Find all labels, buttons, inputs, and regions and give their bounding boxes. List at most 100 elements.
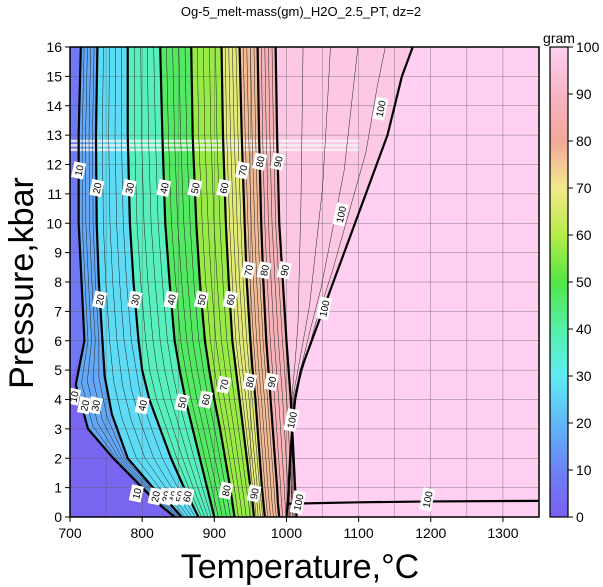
contour-label: 10	[71, 161, 87, 180]
y-tick-label: 10	[46, 215, 62, 231]
contour-label-text: 100	[422, 490, 436, 509]
contour-label-text: 10	[69, 390, 82, 404]
x-tick-label: 1300	[487, 525, 518, 541]
band-low-pressure	[70, 340, 175, 517]
contour-label-box	[156, 178, 172, 198]
colorbar-tick-label: 60	[576, 227, 592, 243]
y-tick-label: 8	[54, 274, 62, 290]
contour-label-box	[70, 387, 82, 406]
contour-label-box	[270, 152, 286, 171]
y-tick-label: 11	[47, 186, 62, 202]
contour-label: 40	[134, 396, 150, 415]
interpolation-band	[70, 139, 359, 152]
contour-90	[274, 47, 298, 517]
contour-label: 100	[419, 487, 436, 512]
colorbar-tick-label: 0	[576, 509, 584, 525]
contour-label-text: 80	[259, 264, 272, 278]
contour-label: 90	[246, 484, 262, 503]
contour-label: 80	[242, 372, 258, 391]
contour-label-box	[234, 161, 250, 180]
contour-label-text: 80	[221, 484, 234, 498]
contour-label: 80	[218, 481, 234, 500]
contour-label-text: 40	[166, 293, 179, 307]
contour-label-text: 20	[92, 181, 105, 195]
contour-label-box	[174, 393, 190, 412]
contour-label-text: 20	[95, 293, 108, 307]
x-tick-label: 900	[203, 525, 227, 541]
colorbar-tick-label: 20	[576, 415, 592, 431]
contour-label-box	[179, 487, 195, 506]
colorbar-label: gram	[543, 30, 575, 46]
contour-label-text: 10	[131, 487, 144, 501]
minor-contour	[197, 47, 239, 517]
contour-label-box	[240, 261, 256, 280]
contour-label-text: 80	[245, 375, 258, 389]
contour-40	[159, 47, 216, 517]
contour-label-text: 50	[190, 181, 203, 195]
colorbar-tick-label: 70	[576, 180, 592, 196]
contour-label-box	[198, 390, 214, 409]
contour-label-text: 100	[286, 411, 300, 430]
contour-label-text: 100	[292, 493, 306, 512]
contour-label: 60	[216, 178, 232, 198]
contour-label-box	[121, 178, 137, 198]
contour-label-text: 40	[137, 399, 150, 413]
contour-label: 30	[127, 290, 143, 309]
contour-label-text: 60	[182, 490, 195, 504]
contour-label: 100	[289, 490, 307, 515]
y-tick-label: 6	[54, 333, 62, 349]
x-axis-label: Temperature,°C	[181, 548, 419, 586]
contour-label: 50	[187, 178, 203, 198]
contour-label-box	[187, 178, 203, 198]
contour-label-box	[89, 178, 105, 198]
x-tick-label: 700	[58, 525, 82, 541]
colorbar-tick-label: 40	[576, 321, 592, 337]
y-tick-label: 0	[54, 509, 62, 525]
contour-label: 100	[332, 202, 349, 227]
contour-label: 90	[270, 152, 286, 171]
contour-label: 70	[216, 375, 232, 394]
contour-label-box	[92, 290, 108, 309]
contour-label-text: 90	[266, 375, 279, 389]
contour-label: 30	[87, 396, 103, 415]
contour-label: 90	[276, 261, 292, 280]
y-tick-label: 9	[54, 245, 62, 261]
y-axis-label: Pressure,kbar	[3, 177, 41, 389]
contour-label-text: 70	[237, 164, 250, 178]
minor-contour	[250, 47, 274, 517]
minor-contour	[271, 47, 294, 517]
y-tick-label: 3	[54, 421, 62, 437]
contour-label-text: 100	[335, 205, 349, 224]
contour-label-box	[246, 484, 262, 503]
contour-label-box	[222, 290, 238, 309]
colorbar-tick-label: 80	[576, 133, 592, 149]
contour-label-box	[87, 396, 103, 415]
contour-label: 10	[128, 484, 144, 503]
contour-label-box	[163, 290, 179, 309]
y-tick-label: 4	[54, 392, 62, 408]
minor-contour	[264, 47, 287, 517]
contour-label: 40	[163, 290, 179, 309]
contour-label-text: 90	[273, 155, 286, 169]
contour-label-box	[71, 161, 87, 180]
contour-label: 30	[121, 178, 137, 198]
contour-label-text: 60	[201, 393, 214, 407]
contour-label-box	[193, 290, 209, 309]
contour-label-text: 30	[130, 293, 143, 307]
contour-label: 60	[198, 390, 214, 409]
x-tick-label: 800	[130, 525, 154, 541]
minor-contour	[291, 47, 304, 517]
contour-100	[286, 499, 539, 505]
y-tick-label: 5	[54, 362, 62, 378]
contour-label: 60	[222, 290, 238, 309]
contour-label-box	[134, 396, 150, 415]
colorbar-tick-label: 100	[576, 39, 600, 55]
contour-label: 20	[89, 178, 105, 198]
x-tick-label: 1100	[344, 525, 374, 541]
contour-label-text: 100	[375, 99, 389, 118]
colorbar-tick-label: 30	[576, 368, 592, 384]
